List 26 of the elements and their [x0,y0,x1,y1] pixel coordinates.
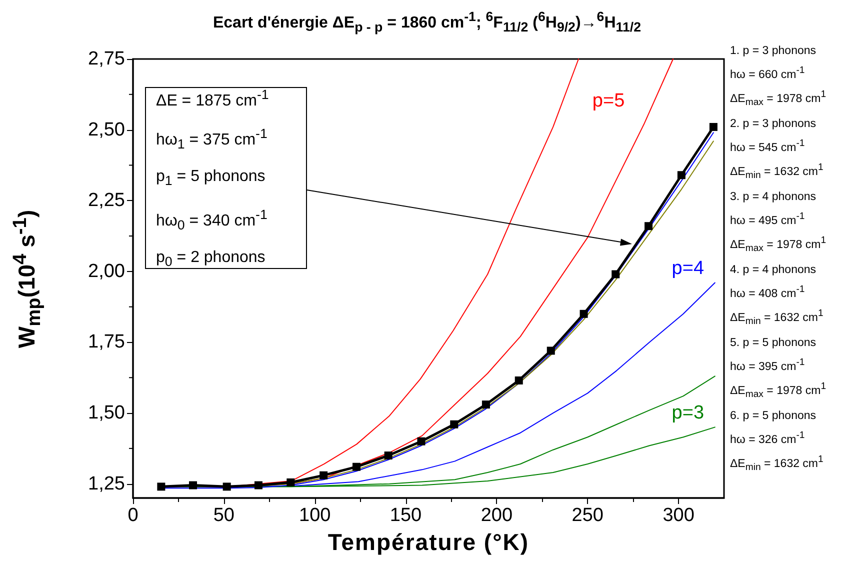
y-tick-label: 1,25 [88,473,125,494]
x-tick-label: 0 [128,505,138,526]
text: ΔE = 1875 cm$^{-1}$ hω$_{1}$ = 375 cm$^{-1}$ p$_{1}$ = 5 phonons hω$_{0}$ = 340 cm$^{-1}$ p$_{0}$ = 2 phonons [156,86,269,270]
series-label: p=3 [672,402,704,424]
x-tick-label: 250 [572,505,604,526]
text: 1. p = 3 phonons hω = 660 cm$^{-1}$ ΔE$_{max}$ = 1978 cm$^{1}$ [730,45,826,108]
y-tick-label: 2,25 [88,190,125,212]
x-tick-label: 50 [213,505,234,526]
x-axis-title: Température (°K) [326,529,530,556]
text: 4. p = 4 phonons hω = 408 cm$^{-1}$ ΔE$_{min}$ = 1632 cm$^{1}$ [730,264,824,327]
x-tick-label: 300 [662,505,694,526]
y-tick-label: 2,00 [88,260,125,282]
text: 6. p = 5 phonons hω = 326 cm$^{-1}$ ΔE$_{min}$ = 1632 cm$^{1}$ [730,410,824,473]
series-label: p=5 [592,90,625,112]
text: 3. p = 4 phonons hω = 495 cm$^{-1}$ ΔE$_{max}$ = 1978 cm$^{1}$ [730,191,826,254]
x-tick-label: 200 [480,505,513,526]
y-tick-label: 1,75 [88,332,125,353]
y-tick-label: 2,75 [88,48,125,70]
y-tick-label: 1,50 [88,402,125,424]
text: 2. p = 3 phonons hω = 545 cm$^{-1}$ ΔE$_{min}$ = 1632 cm$^{1}$ [730,118,824,181]
y-tick-label: 2,50 [88,119,125,140]
x-tick-label: 150 [390,505,422,526]
series-label: p=4 [672,258,704,280]
chart-title: Ecart d'énergie ΔE$_{p - p}$ = 1860 cm$^{-1}$; $^{6}$F$_{11/2}$ ($^{6}$H$_{9/2}$)→$^{6}$H$_{11/2}$ [212,9,641,35]
text: 5. p = 5 phonons hω = 395 cm$^{-1}$ ΔE$_{max}$ = 1978 cm$^{1}$ [730,337,826,400]
x-tick-label: 100 [298,505,331,526]
